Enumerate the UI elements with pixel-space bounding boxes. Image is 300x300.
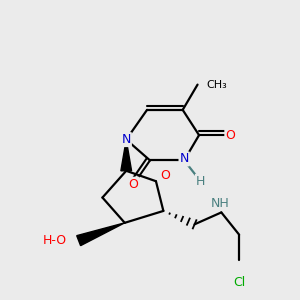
Text: O: O: [225, 129, 235, 142]
Text: H-O: H-O: [43, 234, 67, 247]
Text: Cl: Cl: [233, 276, 245, 289]
Text: N: N: [122, 133, 131, 146]
Text: O: O: [160, 169, 170, 182]
Text: H: H: [196, 175, 205, 188]
Text: CH₃: CH₃: [206, 80, 227, 90]
Text: O: O: [129, 178, 139, 191]
Polygon shape: [121, 140, 132, 171]
Text: NH: NH: [211, 197, 229, 210]
Polygon shape: [77, 223, 125, 246]
Text: N: N: [179, 152, 189, 165]
